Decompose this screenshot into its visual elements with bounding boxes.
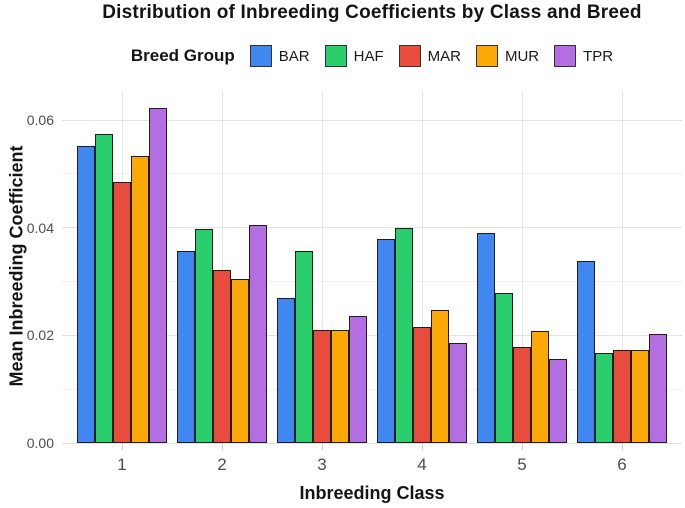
bar-mar-class-1 <box>113 182 131 443</box>
legend-item-tpr: TPR <box>554 45 613 67</box>
x-tick-label-4: 4 <box>417 455 427 474</box>
legend-item-bar: BAR <box>249 45 310 67</box>
bar-bar-class-1 <box>77 146 95 443</box>
bar-group-class-6 <box>577 90 667 443</box>
bar-haf-class-3 <box>295 250 313 443</box>
legend-swatch-mar-icon <box>398 45 421 67</box>
legend-item-mur: MUR <box>475 45 540 67</box>
bar-bar-class-6 <box>577 260 595 443</box>
gridline-minor-y <box>62 173 682 175</box>
x-tick-class-5 <box>521 443 523 450</box>
y-tick-label-0.02: 0.02 <box>26 327 54 344</box>
bar-mur-class-5 <box>531 331 549 443</box>
bar-tpr-class-1 <box>149 108 167 443</box>
gridline-vertical <box>621 90 623 443</box>
x-tick-label-5: 5 <box>517 455 527 474</box>
legend-swatch-haf-icon <box>324 45 347 67</box>
bar-tpr-class-5 <box>549 358 567 443</box>
gridline-vertical <box>421 90 423 443</box>
bar-group-class-2 <box>177 90 267 443</box>
legend-swatch-bar-icon <box>249 45 272 67</box>
x-axis-title: Inbreeding Class <box>299 483 445 503</box>
bar-haf-class-6 <box>595 353 613 443</box>
legend: Breed Group BAR HAF MAR MUR TPR <box>62 44 682 68</box>
bar-haf-class-1 <box>95 134 113 443</box>
bar-haf-class-2 <box>195 229 213 443</box>
bar-group-class-1 <box>77 90 167 443</box>
bar-tpr-class-6 <box>649 333 667 443</box>
bar-mur-class-4 <box>431 309 449 443</box>
legend-label-bar: BAR <box>278 47 310 65</box>
bar-tpr-class-2 <box>249 225 267 443</box>
bar-mar-class-5 <box>513 347 531 443</box>
plot-panel <box>62 90 682 444</box>
bar-mur-class-2 <box>231 278 249 443</box>
bar-bar-class-4 <box>377 239 395 443</box>
legend-label-tpr: TPR <box>583 47 614 65</box>
x-tick-label-1: 1 <box>117 455 127 474</box>
bar-mur-class-3 <box>331 329 349 443</box>
bar-haf-class-5 <box>495 292 513 443</box>
y-tick-label-0.04: 0.04 <box>26 219 54 236</box>
legend-title: Breed Group <box>130 46 235 65</box>
legend-swatch-tpr-icon <box>554 45 577 67</box>
gridline-minor-y <box>62 281 682 283</box>
legend-swatch-mur-icon <box>475 45 498 67</box>
bar-group-class-3 <box>277 90 367 443</box>
bar-bar-class-3 <box>277 298 295 443</box>
bar-bar-class-2 <box>177 250 195 443</box>
gridline-vertical <box>221 90 223 443</box>
y-tick-label-0.06: 0.06 <box>26 112 54 129</box>
bar-mur-class-6 <box>631 349 649 443</box>
x-tick-class-4 <box>421 443 423 450</box>
bar-group-class-5 <box>477 90 567 443</box>
legend-item-haf: HAF <box>324 45 384 67</box>
gridline-major-y <box>62 334 682 336</box>
bar-group-class-4 <box>377 90 467 443</box>
bar-tpr-class-4 <box>449 343 467 443</box>
gridline-major-y <box>62 442 682 444</box>
chart-title: Distribution of Inbreeding Coefficients … <box>102 2 642 23</box>
gridline-major-y <box>62 227 682 229</box>
gridline-vertical <box>321 90 323 443</box>
x-tick-label-3: 3 <box>317 455 327 474</box>
y-tick-label-0.00: 0.00 <box>26 435 54 451</box>
bar-mar-class-2 <box>213 269 231 443</box>
bar-haf-class-4 <box>395 228 413 443</box>
legend-item-mar: MAR <box>398 45 461 67</box>
x-tick-label-6: 6 <box>617 455 627 474</box>
x-tick-class-3 <box>321 443 323 450</box>
bar-bar-class-5 <box>477 233 495 443</box>
y-axis-title: Mean Inbreeding Coefficient <box>6 145 27 387</box>
bar-mar-class-4 <box>413 326 431 443</box>
x-tick-class-1 <box>121 443 123 450</box>
bar-mar-class-6 <box>613 350 631 443</box>
x-tick-label-2: 2 <box>217 455 227 474</box>
gridline-major-y <box>62 119 682 121</box>
legend-label-haf: HAF <box>353 47 384 65</box>
legend-label-mur: MUR <box>504 47 540 65</box>
x-tick-class-2 <box>221 443 223 450</box>
bar-tpr-class-3 <box>349 315 367 443</box>
bar-mar-class-3 <box>313 329 331 443</box>
bar-mur-class-1 <box>131 156 149 443</box>
gridline-minor-y <box>62 388 682 390</box>
x-tick-class-6 <box>621 443 623 450</box>
gridline-vertical <box>521 90 523 443</box>
legend-label-mar: MAR <box>427 47 461 65</box>
